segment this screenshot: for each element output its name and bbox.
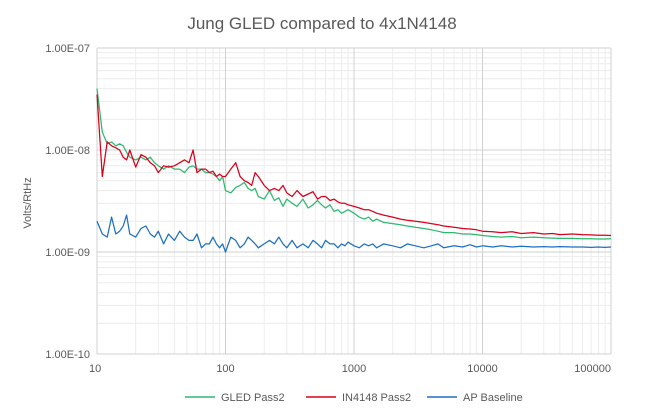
x-tick-label: 10 bbox=[89, 363, 101, 375]
series-line-1 bbox=[96, 88, 612, 240]
y-tick-label: 1.00E-09 bbox=[45, 247, 90, 259]
x-axis-ticks: 10 100 1000 10000 100000 bbox=[89, 363, 611, 375]
x-tick-label: 100 bbox=[216, 363, 234, 375]
legend-label-3: AP Baseline bbox=[463, 392, 523, 404]
x-tick-label: 100000 bbox=[574, 363, 611, 375]
y-tick-label: 1.00E-10 bbox=[45, 349, 90, 361]
x-tick-label: 10000 bbox=[467, 363, 498, 375]
y-axis-title: Volts/RtHz bbox=[22, 177, 34, 228]
x-tick-label: 1000 bbox=[342, 363, 366, 375]
y-tick-label: 1.00E-08 bbox=[45, 145, 90, 157]
legend-label-1: GLED Pass2 bbox=[221, 392, 285, 404]
chart-title: Jung GLED compared to 4x1N4148 bbox=[187, 14, 456, 33]
major-grid bbox=[96, 47, 612, 355]
series-line-2 bbox=[96, 94, 612, 237]
legend: GLED Pass2 IN4148 Pass2 AP Baseline bbox=[185, 392, 523, 404]
y-axis-ticks: 1.00E-10 1.00E-09 1.00E-08 1.00E-07 bbox=[45, 43, 90, 361]
y-tick-label: 1.00E-07 bbox=[45, 43, 90, 55]
series-line-3 bbox=[96, 214, 612, 253]
legend-label-2: IN4148 Pass2 bbox=[342, 392, 411, 404]
series-layer bbox=[96, 88, 612, 253]
